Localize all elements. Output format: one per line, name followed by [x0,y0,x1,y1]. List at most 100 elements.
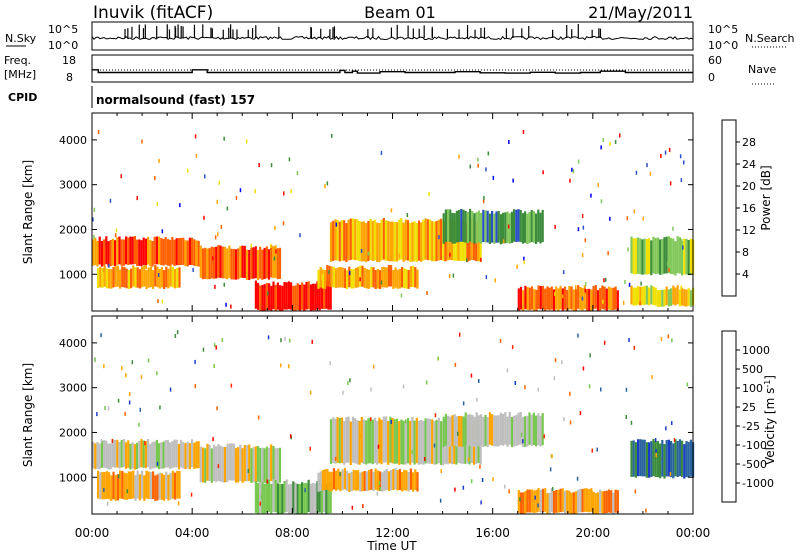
scatter-cell [127,440,130,468]
scatter-cell [186,168,189,173]
scatter-cell [136,442,139,469]
scatter-cell [199,245,202,278]
scatter-cell [402,420,405,465]
scatter-cell [641,439,644,477]
scatter-cell [417,220,421,261]
velocity-scatter [92,330,695,514]
scatter-cell [365,223,368,263]
scatter-cell [633,345,636,350]
scatter-cell [248,249,251,280]
scatter-cell [483,195,485,200]
scatter-cell [301,482,304,514]
scatter-cell [158,269,161,289]
scatter-cell [566,490,569,513]
scatter-cell [261,249,264,280]
scatter-cell [600,145,602,150]
scatter-cell [283,191,285,196]
scatter-cell [184,443,187,470]
scatter-cell [385,469,388,490]
scatter-cell [516,264,518,269]
scatter-cell [404,219,407,261]
scatter-cell [627,247,629,252]
scatter-cell [543,434,545,439]
scatter-cell [105,268,108,289]
scatter-cell [641,239,644,275]
scatter-cell [665,236,668,274]
scatter-cell [270,444,273,481]
scatter-cell [158,472,161,500]
scatter-cell [237,447,240,483]
scatter-cell [654,287,657,306]
scatter-cell [274,225,276,230]
scatter-cell [462,485,465,490]
scatter-cell [324,469,327,491]
freq-tick-top: 18 [62,54,76,67]
scatter-cell [455,416,458,447]
scatter-cell [357,266,360,288]
scatter-cell [686,382,689,387]
scatter-cell [296,283,299,310]
scatter-cell [254,189,256,194]
scatter-cell [400,218,403,260]
scatter-cell [214,235,217,240]
scatter-cell [278,247,282,279]
scatter-cell [325,280,328,309]
scatter-cell [285,479,288,512]
scatter-cell [133,235,136,264]
scatter-cell [519,286,523,310]
scatter-cell [592,491,595,514]
scatter-cell [335,268,338,289]
scatter-cell [522,290,525,311]
scatter-cell [145,470,148,499]
scatter-cell [261,482,264,514]
power-colorbar: 28 24 20 16 12 8 4 [721,119,756,297]
scatter-cell [574,491,578,514]
scatter-cell [125,236,128,265]
scatter-cell [689,439,692,477]
scatter-cell [426,418,429,464]
scatter-cell [541,285,545,310]
scatter-cell [169,472,172,500]
scatter-cell [402,384,405,389]
scatter-cell [624,280,626,284]
scatter-cell [663,289,666,307]
frequency-panel: Freq. [MHz] 18 8 60 0 Nave [4,54,776,85]
scatter-cell [607,251,609,256]
scatter-cell [674,287,677,306]
scatter-cell [665,440,668,477]
scatter-cell [569,391,571,396]
scatter-cell [122,239,125,266]
scatter-cell [569,178,571,183]
scatter-cell [561,488,564,512]
scatter-cell [230,383,233,388]
scatter-cell [303,483,306,514]
scatter-cell [671,338,673,343]
scatter-cell [123,472,126,500]
colorbar-frame [721,119,737,297]
scatter-cell [252,247,255,279]
scatter-cell [466,414,469,446]
scatter-cell [234,249,238,280]
scatter-cell [679,154,682,159]
scatter-cell [119,470,122,499]
colorbar-frame [721,330,737,503]
scatter-cell [433,420,436,465]
scatter-cell [583,285,586,309]
scatter-cell [102,268,105,273]
scatter-cell [551,454,553,459]
scatter-cell [448,274,451,278]
scatter-cell [343,421,346,465]
scatter-cell [652,439,655,477]
scatter-cell [522,492,525,514]
power-colorbar-label: Power [dB] [759,165,773,230]
freq-label-line2: [MHz] [4,68,36,81]
scatter-cell [374,468,377,490]
scatter-cell [138,239,141,266]
scatter-cell [689,271,691,276]
scatter-cell [377,444,380,449]
scatter-cell [186,240,189,267]
scatter-cell [426,219,429,261]
scatter-cell [643,238,646,275]
beam-title: Beam 01 [364,3,436,22]
scatter-cell [160,442,163,469]
